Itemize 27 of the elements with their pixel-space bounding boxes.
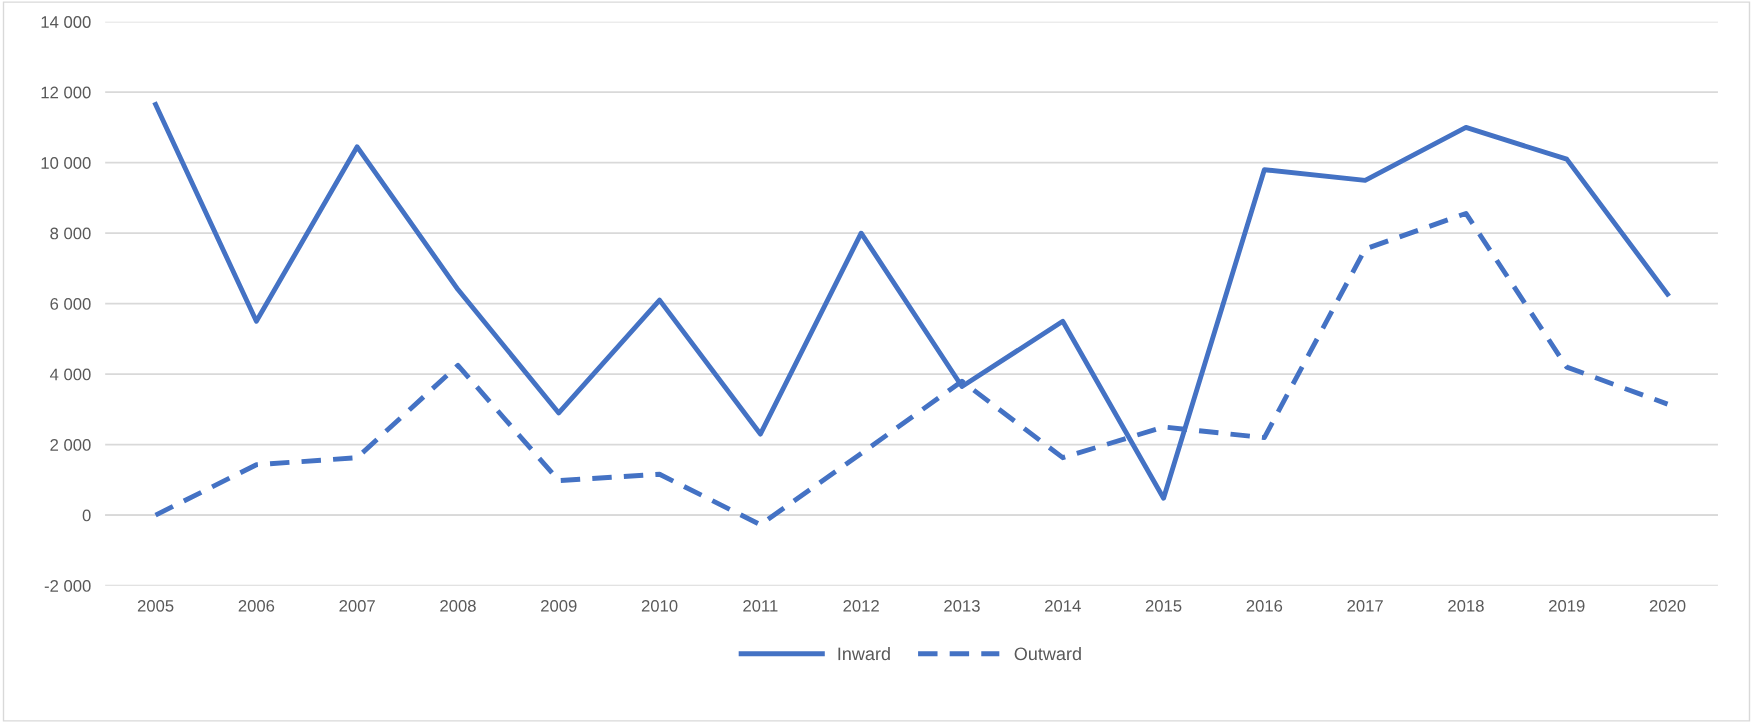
y-tick-label: 6 000 [50,298,91,310]
y-tick-label: 12 000 [41,86,91,99]
x-tick-label: 2016 [1246,599,1283,612]
y-tick-label: 4 000 [49,368,91,381]
x-tick-label: 2018 [1448,599,1484,612]
y-tick-label: 14 000 [41,16,91,28]
x-tick-label: 2014 [1045,599,1081,612]
y-tick-label: 10 000 [41,157,91,169]
x-tick-label: 2005 [137,599,174,612]
x-tick-label: 2013 [944,599,980,612]
x-tick-label: 2007 [339,599,375,612]
x-tick-label: 2008 [440,599,476,612]
x-tick-label: 2009 [541,599,577,612]
x-tick-label: 2017 [1347,599,1383,612]
x-tick-label: 2012 [843,599,879,612]
x-tick-label: 2020 [1649,599,1686,612]
y-tick-label: -2 000 [44,580,91,592]
legend-label: Inward [838,647,890,661]
x-tick-label: 2011 [743,599,778,612]
x-tick-label: 2006 [238,599,275,612]
x-tick-label: 2019 [1549,599,1585,612]
x-tick-label: 2015 [1145,599,1182,612]
y-tick-label: 8 000 [50,227,91,240]
y-tick-label: 0 [82,509,91,522]
x-tick-label: 2010 [641,599,678,612]
legend-label: Outward [1014,647,1081,661]
y-tick-label: 2 000 [50,439,91,451]
